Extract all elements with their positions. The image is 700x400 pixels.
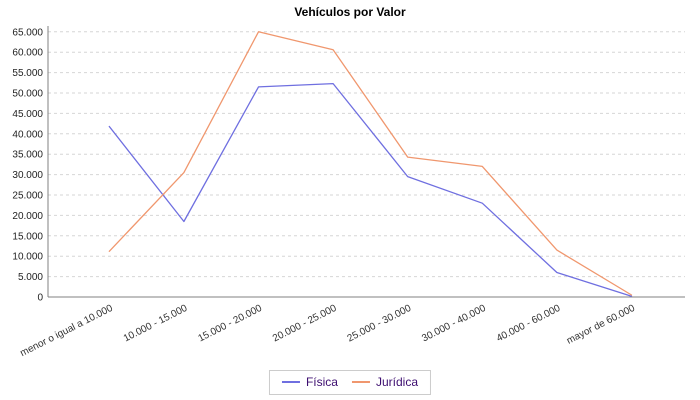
x-category-label: 40.000 - 60.000 — [495, 303, 563, 345]
y-tick-label: 40.000 — [12, 129, 43, 140]
x-category-label: 10.000 - 15.000 — [122, 303, 190, 345]
series-line-física — [108, 82, 633, 297]
x-category-label: 15.000 - 20.000 — [196, 303, 264, 345]
legend-label: Física — [305, 375, 338, 389]
y-tick-label: 25.000 — [12, 191, 43, 202]
y-tick-label: 35.000 — [12, 150, 43, 161]
y-tick-label: 30.000 — [12, 170, 43, 181]
y-tick-label: 60.000 — [12, 48, 43, 59]
y-tick-label: 45.000 — [12, 109, 43, 120]
y-tick-label: 65.000 — [12, 27, 43, 38]
y-tick-label: 55.000 — [12, 68, 43, 79]
chart-title: Vehículos por Valor — [294, 5, 406, 19]
legend-label: Jurídica — [375, 375, 419, 389]
y-tick-label: 5.000 — [18, 272, 43, 283]
x-category-label: 25.000 - 30.000 — [346, 303, 414, 345]
series-line-jurídica — [108, 31, 633, 296]
legend-swatch-física — [281, 381, 300, 383]
legend-item-física: Física — [281, 375, 338, 389]
x-category-label: menor o igual a 10.000 — [19, 303, 116, 359]
legend: Física Jurídica — [268, 370, 432, 395]
y-tick-label: 0 — [37, 293, 43, 304]
x-category-label: 30.000 - 40.000 — [420, 303, 488, 345]
y-tick-label: 10.000 — [12, 252, 43, 263]
x-category-label: 20.000 - 25.000 — [271, 303, 339, 345]
x-category-label: mayor de 60.000 — [565, 303, 637, 347]
y-tick-label: 20.000 — [12, 211, 43, 222]
legend-swatch-jurídica — [351, 381, 370, 383]
y-tick-label: 15.000 — [12, 231, 43, 242]
legend-item-jurídica: Jurídica — [351, 375, 419, 389]
y-tick-label: 50.000 — [12, 89, 43, 100]
